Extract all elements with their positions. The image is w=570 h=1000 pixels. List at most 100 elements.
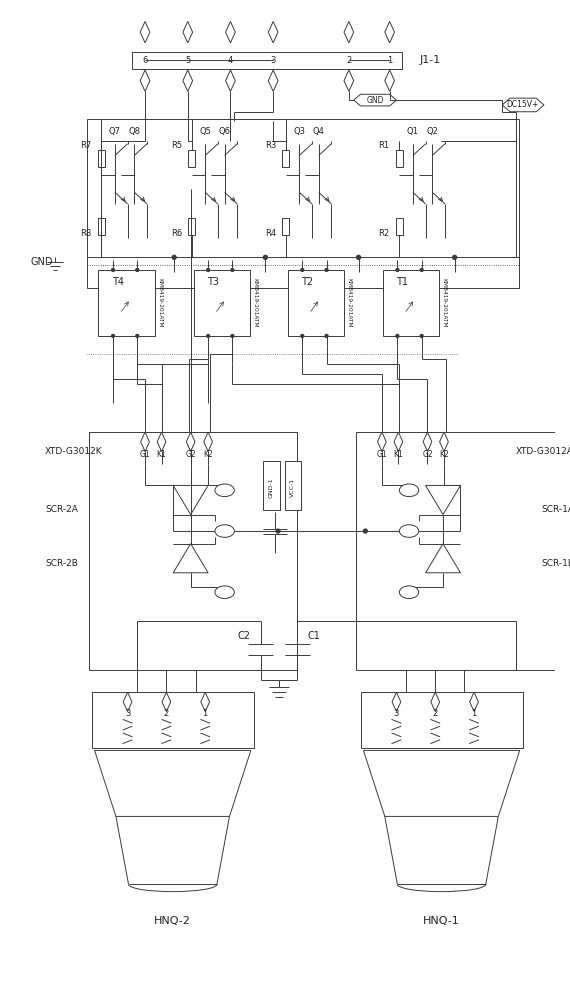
Text: Q4: Q4	[313, 127, 325, 136]
Text: GND-1: GND-1	[268, 477, 274, 498]
Bar	[282, 218, 289, 235]
Text: T2: T2	[301, 277, 313, 287]
Circle shape	[207, 269, 210, 271]
Ellipse shape	[400, 586, 419, 599]
Bar	[282, 150, 289, 167]
Polygon shape	[162, 692, 171, 712]
Text: VCC-1: VCC-1	[290, 478, 295, 497]
Text: T4: T4	[112, 277, 124, 287]
Circle shape	[357, 255, 360, 259]
Text: 2: 2	[222, 588, 227, 597]
Bar	[98, 150, 105, 167]
Bar	[288, 270, 344, 336]
Circle shape	[172, 255, 176, 259]
Bar	[99, 270, 154, 336]
Polygon shape	[344, 21, 354, 43]
Ellipse shape	[215, 525, 234, 537]
Text: R5: R5	[171, 141, 182, 150]
Text: Q2: Q2	[426, 127, 438, 136]
Text: KMB419-201ATM: KMB419-201ATM	[157, 278, 162, 328]
Polygon shape	[140, 70, 150, 91]
Text: KMB419-201ATM: KMB419-201ATM	[252, 278, 257, 328]
Polygon shape	[439, 432, 449, 451]
Polygon shape	[268, 70, 278, 91]
Text: G2: G2	[185, 450, 196, 459]
Text: 1: 1	[222, 486, 227, 495]
Polygon shape	[354, 94, 396, 106]
Polygon shape	[140, 21, 150, 43]
Text: C1: C1	[307, 631, 320, 641]
Polygon shape	[226, 21, 235, 43]
Text: 2: 2	[433, 709, 438, 718]
Text: Q8: Q8	[128, 127, 140, 136]
Polygon shape	[268, 21, 278, 43]
Bar	[89, 432, 298, 670]
Circle shape	[136, 335, 139, 337]
Bar	[356, 432, 564, 670]
Text: SCR-1B: SCR-1B	[541, 559, 570, 568]
Text: G1: G1	[377, 450, 387, 459]
Text: K2: K2	[439, 450, 449, 459]
Ellipse shape	[400, 484, 419, 497]
Bar	[188, 218, 195, 235]
Polygon shape	[470, 692, 478, 712]
Circle shape	[301, 335, 304, 337]
Polygon shape	[344, 70, 354, 91]
Text: 1: 1	[202, 709, 208, 718]
Text: XTD-G3012A: XTD-G3012A	[516, 447, 570, 456]
Polygon shape	[431, 692, 439, 712]
Text: R6: R6	[170, 229, 182, 238]
Bar	[263, 461, 280, 510]
Text: R2: R2	[378, 229, 390, 238]
Bar	[87, 119, 519, 288]
Bar	[92, 692, 254, 748]
Text: GND: GND	[367, 96, 384, 105]
Polygon shape	[157, 432, 166, 451]
Ellipse shape	[400, 525, 419, 537]
Circle shape	[396, 335, 399, 337]
Bar	[188, 150, 195, 167]
Text: GND: GND	[31, 257, 53, 267]
Text: 2: 2	[346, 56, 352, 65]
Text: 1: 1	[471, 709, 477, 718]
Ellipse shape	[215, 484, 234, 497]
Bar	[360, 692, 523, 748]
Text: 4: 4	[228, 56, 233, 65]
Text: 2: 2	[164, 709, 169, 718]
Circle shape	[136, 269, 139, 271]
Text: C2: C2	[238, 631, 251, 641]
Polygon shape	[377, 432, 386, 451]
Text: 1: 1	[406, 486, 412, 495]
Circle shape	[325, 269, 328, 271]
Polygon shape	[394, 432, 403, 451]
Polygon shape	[201, 692, 210, 712]
Polygon shape	[95, 750, 251, 816]
Circle shape	[231, 335, 234, 337]
Polygon shape	[364, 750, 520, 816]
Text: Q5: Q5	[200, 127, 211, 136]
Text: SCR-2A: SCR-2A	[45, 505, 78, 514]
Circle shape	[364, 529, 367, 533]
Text: G1: G1	[140, 450, 150, 459]
Bar	[383, 270, 439, 336]
Polygon shape	[123, 692, 132, 712]
Circle shape	[325, 335, 328, 337]
Circle shape	[420, 269, 423, 271]
Circle shape	[301, 269, 304, 271]
Text: 2: 2	[406, 588, 412, 597]
Text: K1: K1	[157, 450, 166, 459]
Text: R1: R1	[378, 141, 390, 150]
Polygon shape	[385, 70, 394, 91]
Text: J1-1: J1-1	[420, 55, 441, 65]
Text: 1: 1	[387, 56, 392, 65]
Text: K2: K2	[203, 450, 213, 459]
Text: XTD-G3012K: XTD-G3012K	[45, 447, 103, 456]
Circle shape	[276, 529, 280, 533]
Polygon shape	[141, 432, 149, 451]
Polygon shape	[392, 692, 401, 712]
Text: R3: R3	[265, 141, 276, 150]
Bar	[194, 270, 250, 336]
Text: DC15V+: DC15V+	[506, 100, 539, 109]
Text: KMB419-201ATM: KMB419-201ATM	[347, 278, 351, 328]
Text: 3: 3	[125, 709, 131, 718]
